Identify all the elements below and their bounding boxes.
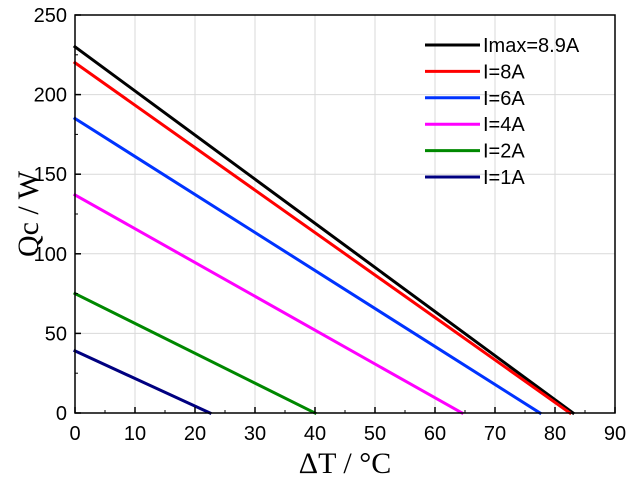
y-tick-label: 250	[34, 5, 67, 27]
series-line	[72, 116, 543, 416]
series-line	[72, 291, 318, 416]
legend: Imax=8.9A I=8A I=6A I=4A I=2A I=1A	[425, 35, 580, 189]
x-axis-label: ΔT / °C	[299, 447, 391, 480]
x-tick-label: 40	[304, 423, 326, 445]
x-tick-label: 50	[364, 423, 386, 445]
y-tick-label: 150	[34, 164, 67, 186]
axis-ticks	[74, 14, 616, 414]
series-lines	[72, 44, 576, 416]
tick-labels: 0 10 20 30 40 50 60 70 80 90 0 50 100 150 200 250	[34, 5, 627, 445]
series-line	[73, 348, 212, 415]
legend-label: I=8A	[483, 61, 525, 83]
x-tick-label: 90	[604, 423, 626, 445]
x-tick-label: 20	[184, 423, 206, 445]
x-tick-label: 80	[544, 423, 566, 445]
x-tick-label: 30	[244, 423, 266, 445]
legend-label: I=4A	[483, 114, 525, 136]
legend-label: I=2A	[483, 141, 525, 163]
y-axis-label: Qc / W	[12, 170, 45, 257]
x-tick-label: 70	[484, 423, 506, 445]
series-line	[72, 60, 573, 416]
x-tick-label: 60	[424, 423, 446, 445]
y-tick-label: 0	[56, 403, 67, 425]
grid	[75, 15, 615, 413]
plot-frame	[74, 14, 616, 414]
y-tick-label: 50	[45, 323, 67, 345]
x-tick-label: 0	[69, 423, 80, 445]
x-tick-label: 10	[124, 423, 146, 445]
y-tick-label: 100	[34, 244, 67, 266]
y-tick-label: 200	[34, 85, 67, 107]
series-line	[72, 192, 465, 416]
legend-label: I=6A	[483, 88, 525, 110]
legend-label: I=1A	[483, 167, 525, 189]
legend-label: Imax=8.9A	[483, 35, 580, 57]
series-line	[72, 44, 576, 416]
